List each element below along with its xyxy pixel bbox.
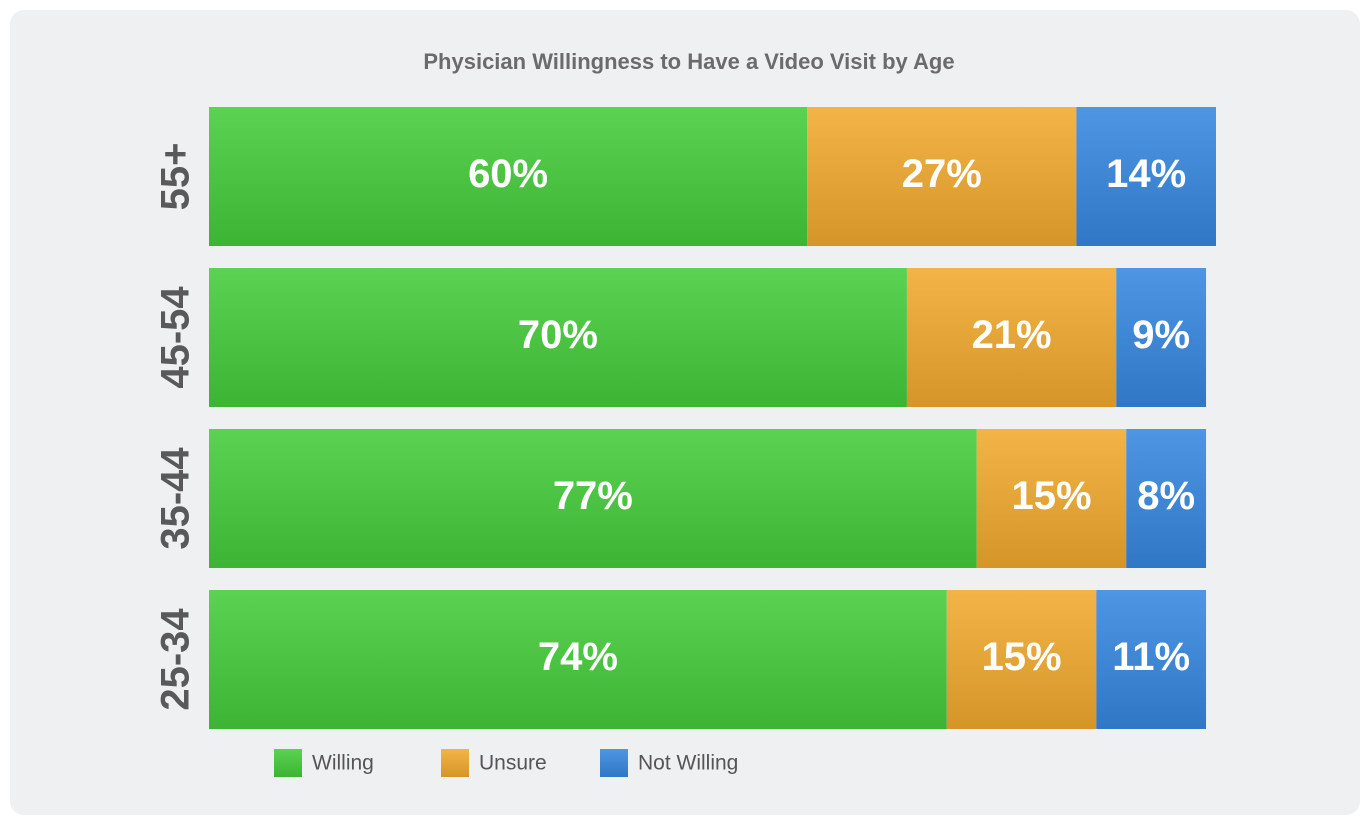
category-label: 25-34	[154, 608, 198, 711]
value-label: 27%	[902, 152, 982, 196]
bar-shade	[946, 590, 1097, 729]
value-label: 15%	[982, 635, 1062, 679]
category-label: 45-54	[154, 286, 198, 389]
value-label: 14%	[1106, 152, 1186, 196]
legend-swatch-shade	[274, 749, 302, 777]
bar-shade	[1076, 107, 1216, 246]
value-label: 8%	[1137, 474, 1195, 518]
bar-shade	[209, 590, 947, 729]
legend-label: Willing	[312, 752, 374, 775]
category-label: 35-44	[154, 447, 198, 550]
bar-shade	[209, 429, 977, 568]
category-label: 55+	[154, 143, 198, 211]
value-label: 74%	[538, 635, 618, 679]
bar-shade	[976, 429, 1127, 568]
legend-label: Not Willing	[638, 752, 738, 775]
bar-shade	[1096, 590, 1207, 729]
value-label: 11%	[1112, 635, 1190, 679]
legend-label: Unsure	[479, 752, 547, 775]
bar-shade	[1116, 268, 1207, 407]
bar-shade	[1126, 429, 1207, 568]
bar-shade	[906, 268, 1117, 407]
value-label: 77%	[553, 474, 633, 518]
legend-swatch-shade	[441, 749, 469, 777]
chart-title: Physician Willingness to Have a Video Vi…	[423, 49, 954, 74]
value-label: 15%	[1011, 474, 1091, 518]
bar-shade	[209, 107, 808, 246]
value-label: 70%	[518, 313, 598, 357]
value-label: 9%	[1132, 313, 1190, 357]
bar-shade	[807, 107, 1077, 246]
legend-swatch-shade	[600, 749, 628, 777]
value-label: 60%	[468, 152, 548, 196]
value-label: 21%	[972, 313, 1052, 357]
bar-shade	[209, 268, 907, 407]
